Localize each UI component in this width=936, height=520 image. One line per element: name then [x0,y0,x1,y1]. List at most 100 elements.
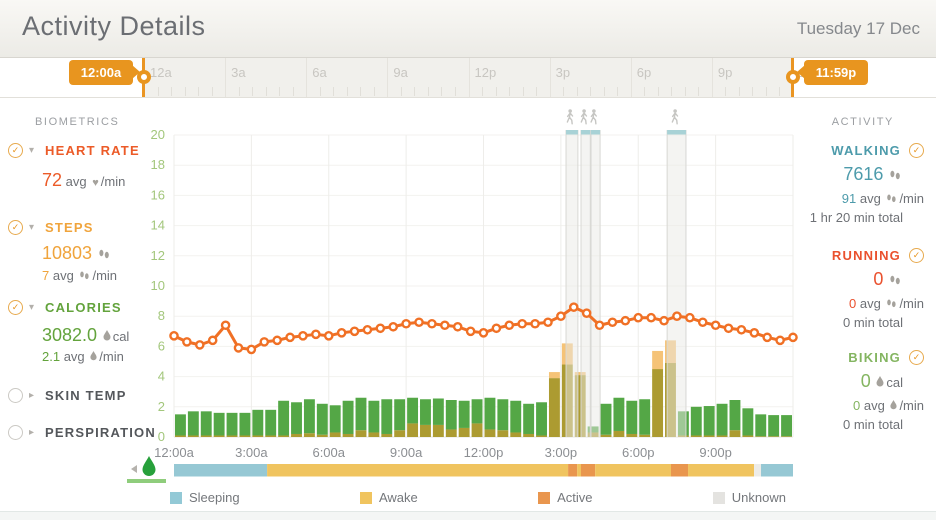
chevron-down-icon[interactable]: ▾ [29,145,35,156]
perspiration-checkbox[interactable]: ✓ [8,425,23,440]
heart-rate-point [246,344,257,355]
y-axis-label: 6 [158,338,165,353]
sidebar-item-steps[interactable]: ✓ ▾ STEPS [8,220,94,235]
steps-overlap-bar [768,436,780,437]
calories-value-line: 3082.0 cal [42,325,129,346]
heart-rate-point [556,311,566,322]
legend-item-awake: Awake [359,490,418,505]
steps-overlap-bar [291,433,302,437]
slider-minor-tick [725,87,727,96]
footprints-icon [890,170,900,180]
steps-avg-line: 7 avg /min [42,268,117,283]
calories-bar [355,397,367,431]
x-axis-label: 12:00a [154,445,195,460]
steps-overlap-bar [420,424,431,437]
biking-checkbox[interactable]: ✓ [909,350,924,365]
heart-rate-point [736,324,747,335]
running-checkbox[interactable]: ✓ [909,248,924,263]
steps-checkbox[interactable]: ✓ [8,220,23,235]
activity-band-segment-awake [688,464,755,477]
walker-icon [580,109,588,125]
skin-temp-label: SKIN TEMP [45,388,127,403]
heart-rate-point [194,340,205,350]
biking-row[interactable]: BIKING ✓ [754,350,924,365]
biking-value-line: 0 cal [754,371,924,392]
x-axis-label: 3:00p [545,445,578,460]
calories-bar [213,412,225,436]
chevron-down-icon[interactable]: ▾ [29,302,35,313]
activity-item-running: RUNNING ✓ 0 0 avg /min 0 min total [754,248,924,330]
heart-rate-point [633,312,644,323]
unit-label: /min [100,174,126,189]
running-value-line: 0 [754,269,924,290]
chevron-down-icon[interactable]: ▾ [29,222,35,233]
biking-value: 0 [860,371,871,391]
steps-overlap-bar [381,433,393,437]
heart-rate-point [311,329,321,340]
heart-rate-point [530,318,540,329]
activity-band-legend: Sleeping Awake Active Unknown [170,490,786,505]
slider-end-time-tag[interactable]: 11:59p [797,60,868,85]
walking-checkbox[interactable]: ✓ [909,143,924,158]
slider-minor-tick [671,87,673,96]
slider-start-time-tag[interactable]: 12:00a [69,60,140,85]
heart-rate-point [762,332,773,343]
calories-bar [381,399,393,434]
heart-rate-point [594,320,605,331]
slider-minor-tick [738,87,740,96]
calories-bar [471,399,483,424]
heart-rate-checkbox[interactable]: ✓ [8,143,23,158]
calories-bar [329,405,341,433]
unknown-band [566,130,578,437]
legend-label: Sleeping [189,490,240,505]
slider-minor-tick [211,87,213,96]
sidebar-item-perspiration[interactable]: ✓ ▸ PERSPIRATION [8,425,156,440]
perspiration-label: PERSPIRATION [45,425,156,440]
heart-rate-point [375,323,386,334]
slider-minor-tick [238,87,240,96]
chevron-right-icon[interactable]: ▸ [29,390,35,401]
droplet-icon [103,330,111,341]
steps-overlap-bar [781,436,792,437]
activity-band-segment-active [671,464,689,477]
steps-overlap-bar [342,433,354,437]
walking-avg-value: 91 [841,191,857,206]
unit-label: /min [99,349,124,364]
heart-rate-point [775,335,785,346]
x-axis-label: 9:00a [390,445,423,460]
legend-label: Unknown [731,490,786,505]
slider-hour-label: 9p [717,65,733,80]
calories-bar [742,408,754,436]
chevron-right-icon[interactable]: ▸ [29,427,35,438]
calories-bar [265,409,277,436]
x-axis-label: 12:00p [464,445,504,460]
sidebar-item-skin-temp[interactable]: ✓ ▸ SKIN TEMP [8,388,127,403]
heart-rate-point [659,315,669,326]
unknown-band [591,130,601,437]
calories-bar [291,402,302,434]
heart-icon: ♥ [92,177,99,189]
skin-temp-checkbox[interactable]: ✓ [8,388,23,403]
calories-axis-underline [127,479,166,483]
heart-rate-point [169,331,179,341]
legend-label: Awake [378,490,418,505]
activity-band-segment-active [580,464,596,477]
tag-arrow-icon [797,65,805,79]
calories-value: 3082.0 [42,325,98,345]
steps-overlap-bar [187,435,199,437]
sidebar-item-calories[interactable]: ✓ ▾ CALORIES [8,300,122,315]
calories-checkbox[interactable]: ✓ [8,300,23,315]
running-avg-value: 0 [848,296,857,311]
slider-minor-tick [454,87,456,96]
calories-axis-droplet-icon [142,456,156,477]
running-row[interactable]: RUNNING ✓ [754,248,924,263]
heart-rate-point [427,318,437,329]
heart-rate-point [349,326,360,337]
walking-avg-line: 91 avg /min [754,191,924,206]
sidebar-item-heart-rate[interactable]: ✓ ▾ HEART RATE [8,143,140,158]
heart-rate-point [362,324,373,335]
walking-total: 1 hr 20 min total [809,210,903,225]
calories-bar [278,400,290,436]
calories-bar [523,403,535,434]
walking-row[interactable]: WALKING ✓ [754,143,924,158]
